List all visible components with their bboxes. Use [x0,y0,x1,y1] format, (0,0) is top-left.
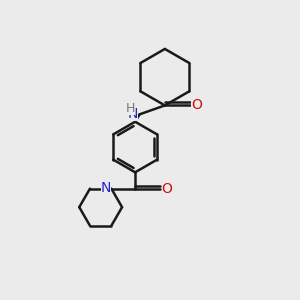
Text: N: N [101,181,111,195]
Text: O: O [161,182,172,196]
Text: N: N [128,107,138,121]
Text: H: H [125,103,135,116]
Text: O: O [191,98,202,112]
